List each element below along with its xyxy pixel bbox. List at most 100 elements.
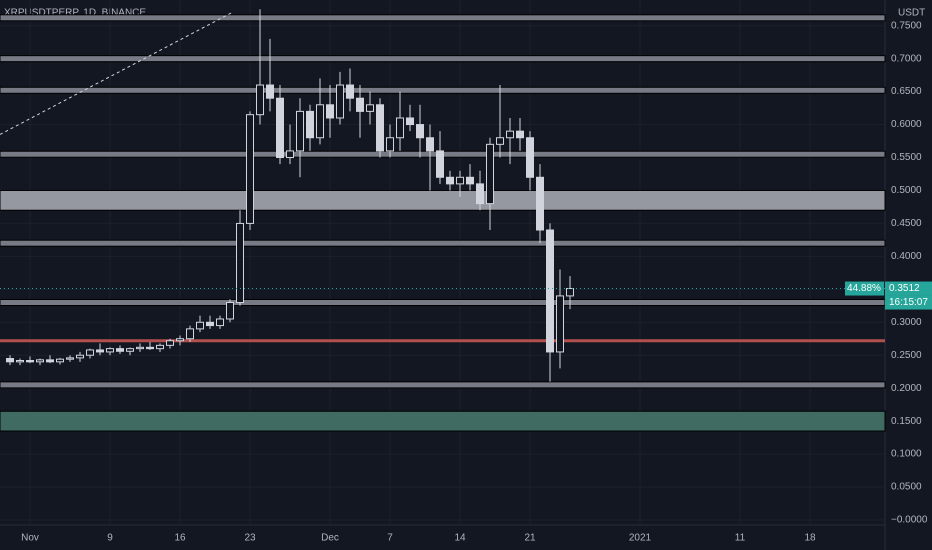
change-badge (845, 281, 884, 296)
trendline (0, 12, 233, 135)
price-badge (885, 281, 932, 296)
candle-body (346, 84, 354, 99)
candle-body (176, 338, 184, 342)
candle-body (456, 176, 464, 185)
level-band (0, 55, 886, 63)
candle-body (336, 84, 344, 119)
candle-body (466, 176, 474, 185)
price-label: 0.3512 (889, 283, 920, 294)
candle-body (256, 84, 264, 116)
y-axis-label: USDT (898, 8, 925, 19)
x-tick-label: 21 (524, 533, 536, 544)
candle-body (106, 348, 114, 353)
candle-body (496, 137, 504, 145)
candle-body (306, 110, 314, 139)
candle-body (376, 104, 384, 152)
x-tick-label: 23 (244, 533, 256, 544)
candle-body (566, 288, 574, 297)
candle-body (316, 104, 324, 139)
candle-body (36, 359, 44, 363)
candle-body (26, 360, 34, 363)
candle-body (16, 360, 24, 363)
candle-body (426, 137, 434, 152)
chart-title: XRPUSDTPERP, 1D, BINANCE (4, 8, 146, 19)
candle-body (536, 176, 544, 231)
y-tick-label: 0.6500 (891, 86, 922, 97)
x-tick-label: 2021 (629, 533, 652, 544)
x-tick-label: 18 (804, 533, 816, 544)
y-tick-label: 0.6000 (891, 119, 922, 130)
y-tick-label: 0.7000 (891, 53, 922, 64)
candle-body (226, 302, 234, 320)
y-tick-label: 0.4500 (891, 218, 922, 229)
candle-body (136, 346, 144, 350)
candle-body (126, 348, 134, 352)
candle-body (196, 321, 204, 330)
candle-body (446, 176, 454, 185)
level-band (0, 14, 886, 22)
candle-body (166, 340, 174, 346)
candle-body (116, 348, 124, 352)
y-tick-label: 0.3000 (891, 317, 922, 328)
candle-body (56, 358, 64, 363)
x-tick-label: Nov (21, 533, 39, 544)
x-tick-label: 16 (174, 533, 186, 544)
candle-body (266, 84, 274, 99)
candle-body (286, 150, 294, 159)
candle-body (526, 137, 534, 178)
candle-body (386, 137, 394, 152)
zone (0, 189, 886, 211)
y-tick-label: 0.1500 (891, 416, 922, 427)
y-tick-label: 0.4000 (891, 251, 922, 262)
zone (0, 410, 886, 432)
candle-body (396, 117, 404, 139)
candle-body (546, 229, 554, 353)
level-band (0, 86, 886, 94)
y-tick-label: 0.1000 (891, 449, 922, 460)
candle-body (86, 349, 94, 356)
candle-body (276, 97, 284, 159)
candle-body (76, 354, 84, 359)
x-tick-label: 7 (387, 533, 393, 544)
y-tick-label: 0.0500 (891, 482, 922, 493)
candle-body (206, 321, 214, 327)
y-tick-label: 0.2500 (891, 350, 922, 361)
candle-body (6, 358, 14, 363)
level-band (0, 239, 886, 247)
y-tick-label: 0.7500 (891, 20, 922, 31)
level-band (0, 299, 886, 307)
candle-body (46, 359, 54, 363)
candle-body (366, 104, 374, 112)
candle-body (216, 318, 224, 327)
candle-body (506, 130, 514, 139)
y-tick-label: 0.5500 (891, 152, 922, 163)
level-band (0, 381, 886, 389)
candle-body (246, 114, 254, 224)
candle-body (486, 143, 494, 205)
candle-body (236, 222, 244, 304)
candle-body (66, 357, 74, 360)
change-label: 44.88% (847, 283, 881, 294)
y-tick-label: 0.5000 (891, 185, 922, 196)
y-tick-label: −0.0000 (891, 515, 928, 526)
candle-body (416, 124, 424, 139)
candle-body (156, 344, 164, 350)
candle-body (406, 117, 414, 126)
candle-body (516, 130, 524, 139)
candle-body (356, 97, 364, 112)
x-tick-label: 14 (454, 533, 466, 544)
x-tick-label: 11 (735, 533, 746, 544)
countdown-badge (885, 295, 932, 310)
candle-body (556, 295, 564, 353)
candle-body (186, 328, 194, 340)
countdown-label: 16:15:07 (889, 297, 928, 308)
candle-body (96, 349, 104, 353)
candle-body (296, 110, 304, 152)
candle-body (146, 346, 154, 350)
candle-body (476, 183, 484, 205)
candle-body (326, 104, 334, 119)
x-tick-label: 9 (107, 533, 113, 544)
candle-body (436, 150, 444, 178)
